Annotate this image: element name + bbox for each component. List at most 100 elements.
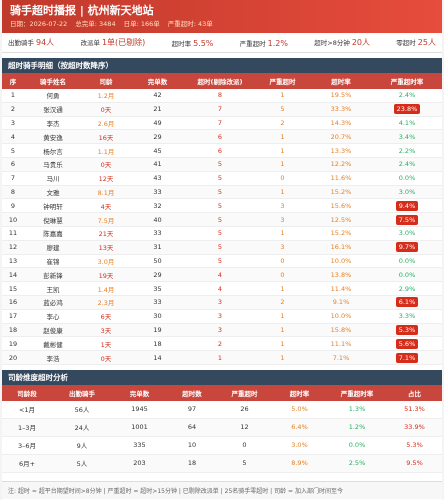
cell-text: 14 [8,270,18,279]
cell: 11.4% [310,281,372,296]
cell: 10.0% [310,254,372,269]
cell: 3.3% [372,309,442,324]
cell: <1月 [2,400,52,419]
stat-label: 超时率 [171,39,192,48]
cell-text: 5 [217,174,223,183]
cell-text: <1月 [18,406,36,415]
cell: 4 [185,281,255,296]
cell-text: 王凯 [46,285,60,294]
row: 6 马贵乐 0天 41 5 1 12.2% 2.4% [2,157,442,172]
column-header: 严重超时 [217,384,272,401]
cell: 1 [255,143,310,158]
stat: 超时>8分钟 20人 [314,37,370,48]
cell-text: 10.0% [330,312,352,321]
cell-text: 11.4% [330,284,352,293]
cell: 51.3% [387,400,442,419]
cell: 彭新锋 [24,267,82,283]
cell-text: 马贵乐 [43,161,63,170]
cell-text: 12天 [98,175,114,184]
cell: 1.4月 [82,281,130,296]
cell: 26 [217,400,272,419]
cell-text: 1 [280,132,285,141]
cell-text: 5 [242,459,247,468]
title: 骑手超时播报 | 杭州新天地站 [10,4,154,17]
cell-text: 3 [217,298,223,307]
column-header: 完单数 [112,384,167,401]
cell-text: 7 [217,118,223,127]
stat-value: 5.5% [193,38,214,48]
cell: 1.2% [327,418,387,437]
cell: 29 [130,267,185,283]
cell-text: 15 [8,284,18,293]
cell-text: 2.4% [398,91,416,100]
cell: 11.6% [310,171,372,186]
cell: 13 [2,254,24,269]
cell: 12 [217,418,272,437]
cell-text: 20 [8,353,18,362]
cell: 李杰 [24,116,82,131]
cell: 钟明轩 [24,198,82,214]
cell: 7 [2,171,24,186]
cell: 1945 [112,400,167,419]
cell: 5.6% [372,336,442,352]
cell: 20.7% [310,129,372,145]
cell-text: 13.8% [330,270,352,279]
cell: 7 [185,102,255,117]
cell-text: 19.5% [330,91,352,100]
cell: 7 [185,116,255,131]
cell-text: 56人 [74,406,90,415]
column-header: 完单数 [130,73,185,89]
cell-text: 35 [153,284,162,293]
cell-text: 李浩 [46,354,60,363]
cell: 16天 [82,129,130,145]
row: 16 蓝必鸿 2.3月 33 3 2 9.1% 6.1% [2,295,442,310]
cell: 5 [185,254,255,269]
cell-text: 7.5% [395,214,419,225]
cell: 33 [130,226,185,241]
cell: 19天 [82,267,130,283]
cell-text: 1001 [131,423,148,432]
cell: 12.2% [310,157,372,172]
cell-text: 4 [10,132,16,141]
cell-text: 张汉通 [43,106,63,115]
cell: 19.5% [310,89,372,103]
cell-text: 0天 [100,106,112,115]
cell-text: 33.3% [330,105,352,114]
cell-text: 0 [242,441,247,450]
cell-text: 13天 [98,244,114,253]
cell: 50 [130,254,185,269]
cell-text: 6.4% [291,423,308,432]
cell: 6 [2,157,24,172]
cell: 3 [255,212,310,227]
cell-text: 15.6% [330,201,352,210]
cell-text: 7.1% [395,352,419,363]
cell-text: 廖建 [46,244,60,253]
cell: 2.5% [327,454,387,473]
cell: 33.3% [310,102,372,117]
cell-text: 5 [217,229,223,238]
cell-text: 蓝必鸿 [43,299,63,308]
cell: 李浩 [24,350,82,365]
cell: 1 [255,185,310,200]
cell: 5.3% [372,323,442,338]
cell: 14.3% [310,116,372,131]
cell-text: 45 [153,146,162,155]
cell-text: 12.2% [330,160,352,169]
cell: 0 [255,254,310,269]
cell: 2.2% [372,143,442,158]
cell: 3.4% [372,129,442,145]
cell: 11.1% [310,336,372,352]
row: <1月 56人 1945 97 26 5.0% 1.3% 51.3% [2,400,442,419]
cell: 49 [130,116,185,131]
cell-text: 31 [153,243,162,252]
cell-text: 5.3% [395,324,419,335]
cell-text: 1 [280,187,285,196]
cell: 2 [2,102,24,117]
stat: 超时率 5.5% [172,38,214,48]
cell: 3 [2,116,24,131]
cell: 崔锦 [24,254,82,269]
cell-text: 3 [217,312,223,321]
cell-text: 12 [8,243,18,252]
row: 2 张汉通 0天 21 7 5 33.3% 23.8% [2,102,442,117]
cell-text: 5 [217,201,223,210]
